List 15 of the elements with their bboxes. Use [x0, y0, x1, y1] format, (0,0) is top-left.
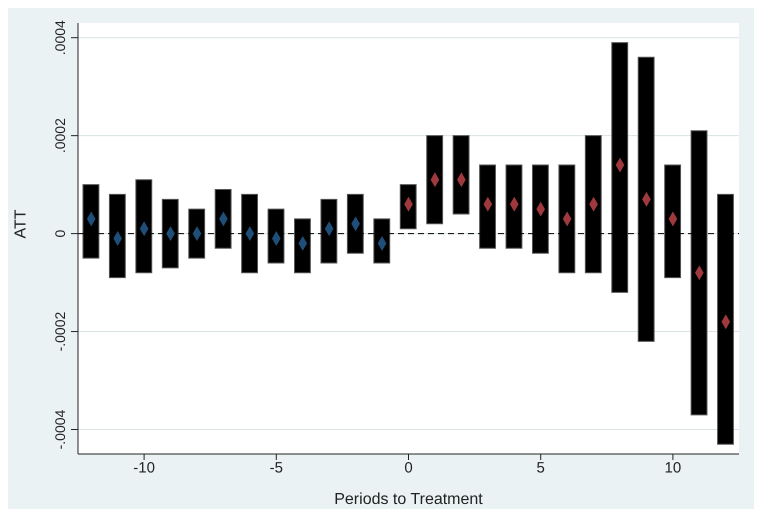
x-tick-label: 10 [664, 460, 682, 477]
y-tick-label: .0004 [52, 20, 68, 56]
y-tick-label: -.0002 [52, 312, 68, 352]
bar [452, 135, 470, 215]
y-tick-label: .0002 [52, 118, 68, 154]
x-tick-label: 0 [404, 460, 413, 477]
y-tick-label: 0 [52, 230, 68, 238]
x-tick-label: -10 [133, 460, 155, 477]
x-tick-label: 5 [536, 460, 545, 477]
x-axis-title: Periods to Treatment [334, 491, 484, 508]
y-tick-label: -.0004 [52, 409, 68, 450]
y-axis-title: ATT [12, 209, 30, 238]
x-tick-label: -5 [270, 460, 283, 477]
bar [400, 184, 417, 230]
bar [426, 135, 444, 224]
